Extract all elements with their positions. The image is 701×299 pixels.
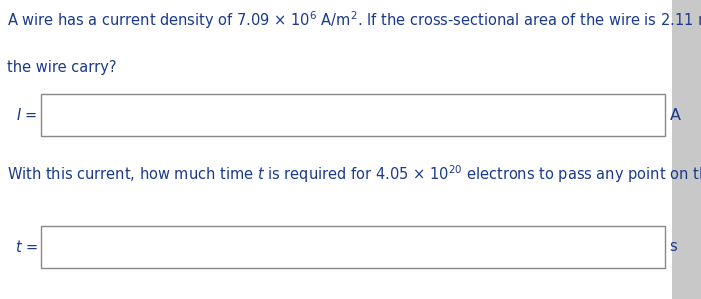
Text: A: A [669, 108, 681, 123]
Text: A wire has a current density of 7.09 × 10$^{6}$ A/m$^{2}$. If the cross-sectiona: A wire has a current density of 7.09 × 1… [7, 9, 701, 31]
Text: $\mathit{t}$ =: $\mathit{t}$ = [15, 239, 38, 255]
FancyBboxPatch shape [672, 0, 701, 299]
Text: $\mathit{I}$ =: $\mathit{I}$ = [16, 107, 38, 123]
Text: the wire carry?: the wire carry? [7, 60, 116, 75]
FancyBboxPatch shape [41, 94, 665, 136]
Text: With this current, how much time $\mathit{t}$ is required for 4.05 × 10$^{20}$ e: With this current, how much time $\mathi… [7, 163, 701, 185]
FancyBboxPatch shape [41, 226, 665, 268]
Text: s: s [669, 239, 677, 254]
